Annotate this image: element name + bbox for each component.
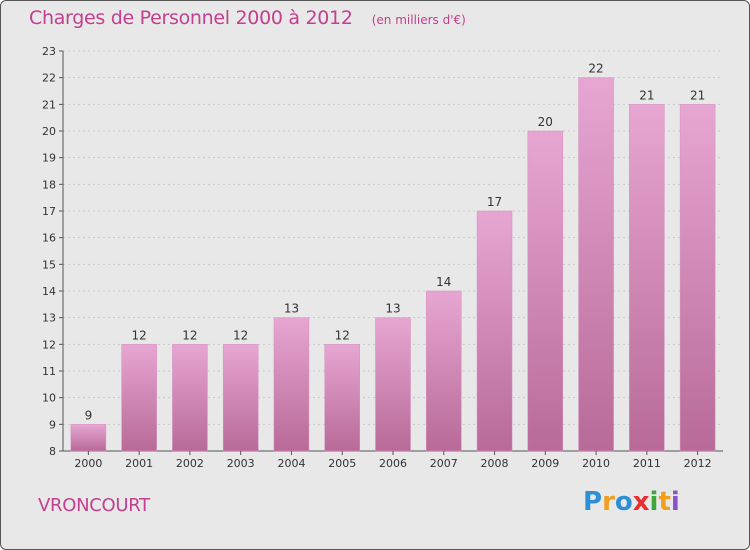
- data-label: 17: [487, 195, 502, 209]
- x-tick-label: 2000: [74, 457, 102, 470]
- bar: [476, 210, 513, 452]
- y-tick-label: 13: [42, 312, 56, 325]
- bar: [679, 104, 716, 452]
- data-label: 13: [385, 302, 400, 316]
- y-tick-label: 8: [49, 445, 56, 458]
- data-label: 12: [233, 328, 248, 342]
- y-tick-label: 12: [42, 338, 56, 351]
- chart-subtitle: (en milliers d'€): [371, 13, 466, 27]
- x-tick-label: 2011: [633, 457, 661, 470]
- x-tick-label: 2001: [125, 457, 153, 470]
- y-tick-label: 15: [42, 258, 56, 271]
- bar: [426, 290, 462, 452]
- bar: [527, 130, 564, 452]
- bar: [273, 317, 310, 452]
- data-label: 13: [284, 302, 299, 316]
- bar: [375, 317, 411, 452]
- logo-letter: i: [649, 487, 659, 517]
- logo-letter: r: [602, 487, 615, 517]
- y-tick-label: 14: [42, 285, 56, 298]
- logo-letter: x: [632, 487, 650, 517]
- bar: [629, 104, 665, 452]
- y-tick-label: 23: [42, 45, 56, 58]
- y-tick-label: 22: [42, 72, 56, 85]
- data-label: 20: [538, 115, 553, 129]
- x-tick-label: 2006: [379, 457, 407, 470]
- chart-title: Charges de Personnel 2000 à 2012: [29, 7, 353, 29]
- title-row: Charges de Personnel 2000 à 2012 (en mil…: [29, 7, 466, 29]
- data-label: 12: [182, 328, 197, 342]
- x-tick-label: 2003: [227, 457, 255, 470]
- logo-letter: P: [583, 487, 603, 517]
- logo-letter: o: [614, 487, 633, 517]
- data-label: 21: [639, 88, 654, 102]
- data-label: 12: [335, 328, 350, 342]
- bar: [324, 344, 360, 452]
- logo-letter: t: [658, 487, 671, 517]
- x-tick-label: 2012: [684, 457, 712, 470]
- y-tick-label: 21: [42, 98, 56, 111]
- y-tick-label: 10: [42, 392, 56, 405]
- x-tick-label: 2007: [430, 457, 458, 470]
- y-tick-label: 19: [42, 152, 56, 165]
- data-label: 9: [85, 408, 93, 422]
- y-tick-label: 9: [49, 418, 56, 431]
- town-name: VRONCOURT: [38, 495, 150, 516]
- y-tick-label: 18: [42, 178, 56, 191]
- data-label: 14: [436, 275, 451, 289]
- bar: [222, 344, 259, 452]
- x-tick-label: 2005: [328, 457, 356, 470]
- data-label: 12: [132, 328, 147, 342]
- bar: [578, 77, 614, 452]
- x-tick-label: 2009: [531, 457, 559, 470]
- proxiti-logo: Proxiti: [583, 487, 680, 517]
- y-tick-label: 20: [42, 125, 56, 138]
- y-tick-label: 17: [42, 205, 56, 218]
- bar: [121, 344, 157, 452]
- data-label: 22: [588, 62, 603, 76]
- logo-letter: i: [670, 487, 680, 517]
- x-tick-label: 2008: [481, 457, 509, 470]
- x-tick-label: 2010: [582, 457, 610, 470]
- y-tick-label: 16: [42, 232, 56, 245]
- x-tick-label: 2002: [176, 457, 204, 470]
- bar: [70, 424, 107, 452]
- x-tick-label: 2004: [277, 457, 305, 470]
- y-tick-label: 11: [42, 365, 56, 378]
- bar: [172, 344, 208, 452]
- data-label: 21: [690, 88, 705, 102]
